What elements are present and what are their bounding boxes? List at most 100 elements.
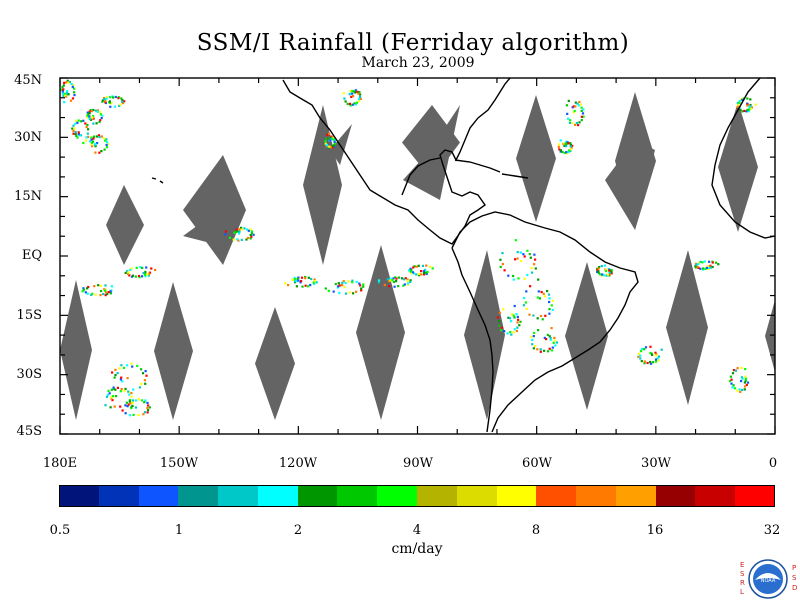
rain-pixel [730,378,733,381]
rain-pixel [236,230,239,233]
rain-pixel [141,266,144,269]
rain-pixel [637,355,640,358]
rain-pixel [235,228,238,231]
rain-pixel [498,311,502,314]
rain-pixel [537,290,540,293]
lon-label-30w: 30W [641,456,671,471]
rain-pixel [351,89,354,93]
rain-pixel [639,357,642,360]
rain-pixel [644,346,648,349]
rain-pixel [738,100,741,103]
rain-pixel [530,335,533,338]
rain-pixel [61,90,64,93]
rain-pixel [542,292,545,295]
rain-pixel [146,411,149,414]
rain-pixel [67,81,70,84]
rain-pixel [139,266,142,269]
rain-pixel [598,266,601,269]
rain-pixel [582,108,585,111]
rain-pixel [128,398,132,402]
rain-pixel [126,377,129,380]
rain-pixel [575,122,578,125]
rain-pixel [536,317,539,320]
noaa-badge-text: NOAA [761,578,776,584]
coast-gulf [401,157,441,196]
rain-pixel [356,90,359,93]
rain-pixel [123,100,126,103]
rain-pixel [531,338,534,341]
rain-pixel [61,92,64,95]
rain-pixel [135,399,138,402]
rain-pixel [553,339,556,342]
rain-pixel [104,284,107,287]
rain-pixel [247,229,250,232]
rain-pixel [90,136,93,139]
rain-pixel [105,146,109,149]
rain-pixel [555,341,558,344]
rain-pixel [120,376,123,379]
rain-pixel [545,338,548,341]
rain-pixel [415,273,418,276]
rain-pixel [397,285,400,288]
rain-pixel [543,349,546,352]
rain-pixel [740,376,744,379]
rain-pixel [512,331,515,334]
lat-label-eq: EQ [21,248,42,263]
colorbar-swatch [138,485,179,507]
rain-pixel [300,280,303,283]
rain-pixel [103,148,106,151]
rain-pixel [526,273,529,277]
logo-letter-e: E [740,561,744,569]
rain-pixel [122,366,126,369]
rain-pixel [355,290,358,293]
rain-pixel [744,368,747,371]
rain-pixel [395,280,398,283]
rain-pixel [127,390,130,393]
rain-pixel [596,267,599,270]
rain-pixel [744,377,747,380]
rain-pixel [293,276,296,279]
rain-pixel [513,316,516,319]
rain-pixel [124,387,127,390]
rain-pixel [417,264,420,267]
rain-pixel [507,274,510,277]
rain-pixel [228,236,232,239]
rain-pixel [513,304,516,308]
rain-pixel [96,109,100,112]
rain-pixel [548,297,551,300]
rain-pixel [116,386,119,389]
rain-pixel [660,348,663,351]
rain-pixel [549,338,552,341]
rain-pixel [558,148,561,151]
rain-pixel [407,282,410,285]
rain-pixel [104,404,107,407]
rain-pixel [744,379,747,382]
rain-pixel [523,277,526,280]
rain-pixel [79,134,83,137]
rain-pixel [697,262,700,265]
rain-pixel [89,118,93,121]
rain-pixel [87,285,90,289]
rain-pixel [94,142,97,145]
rain-pixel [110,396,113,399]
rain-pixel [325,143,328,146]
rain-pixel [567,117,570,120]
rain-pixel [138,276,141,279]
colorbar-swatch [615,485,657,507]
rain-pixel [513,328,516,331]
rain-pixel [75,119,78,123]
rain-pixel [749,103,752,107]
rain-pixel [567,99,570,102]
rain-pixel [694,266,697,269]
rain-pixel [563,144,566,147]
rain-pixel [422,273,426,276]
rain-pixel [606,273,609,276]
rain-pixel [410,272,413,275]
rain-pixel [539,348,542,351]
rain-pixel [550,304,553,307]
rain-pixel [536,348,539,351]
rain-pixel [409,279,412,282]
rain-pixel [422,270,425,273]
lon-label-120w: 120W [278,456,318,471]
rain-pixel [90,141,94,144]
